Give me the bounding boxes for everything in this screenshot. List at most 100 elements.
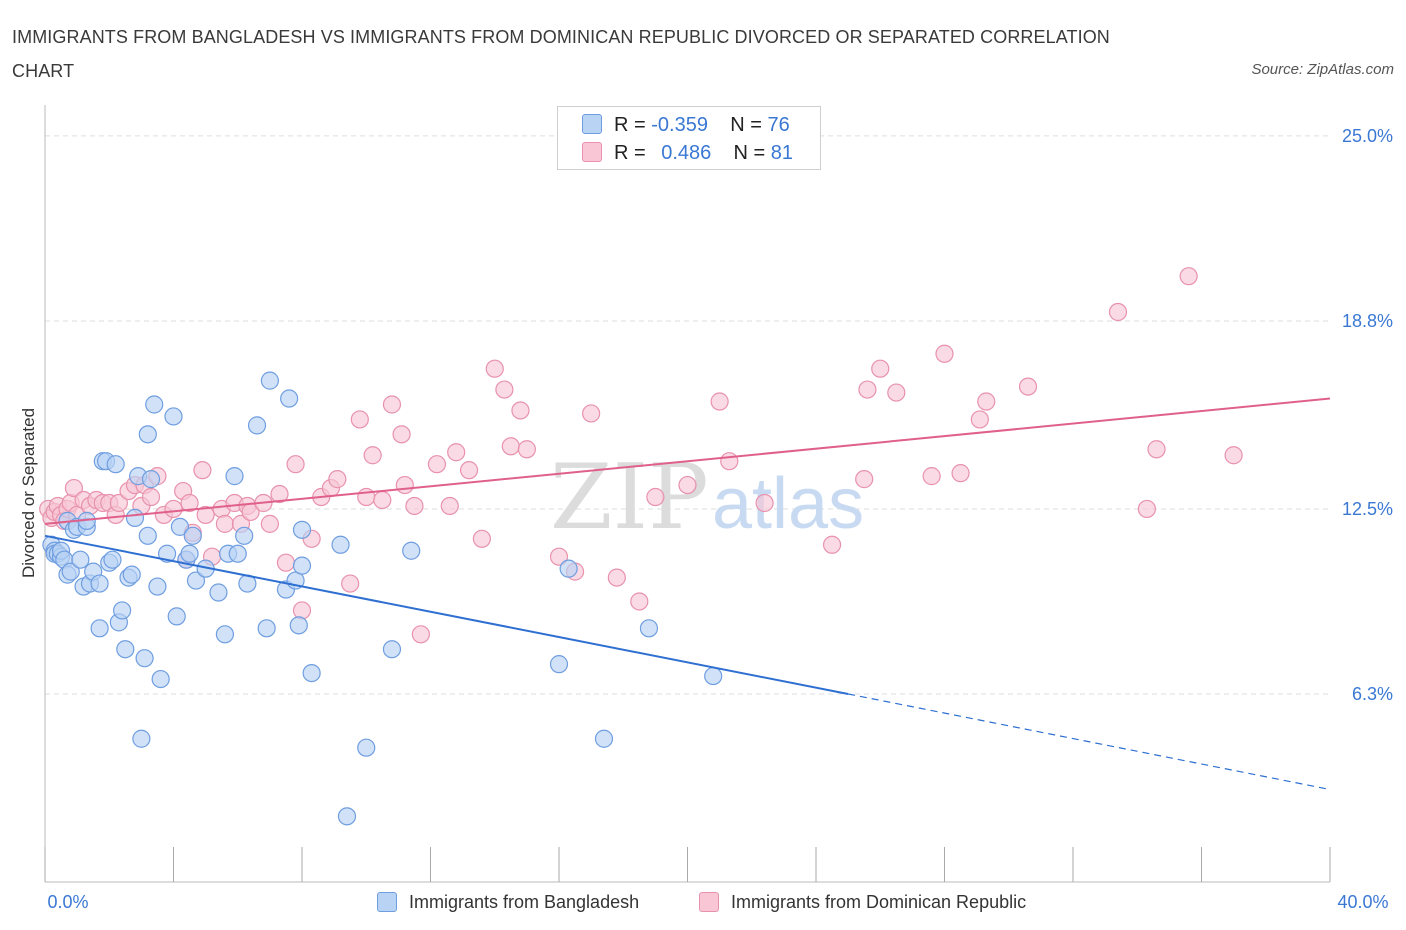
dominican-republic-point bbox=[270, 484, 289, 504]
dominican-republic-point bbox=[517, 440, 536, 459]
legend-label: Immigrants from Dominican Republic bbox=[731, 892, 1027, 912]
dominican-republic-point bbox=[501, 437, 520, 456]
dominican-republic-point bbox=[286, 455, 305, 474]
bangladesh-point bbox=[594, 729, 614, 748]
dominican-republic-point bbox=[582, 404, 601, 423]
bangladesh-point bbox=[122, 565, 141, 584]
bangladesh-point bbox=[260, 371, 279, 390]
dominican-republic-point bbox=[350, 410, 369, 429]
r-label: R = bbox=[614, 142, 646, 164]
y-tick-label: 18.8% bbox=[1342, 311, 1393, 331]
dominican-republic-point bbox=[395, 475, 414, 495]
bangladesh-point bbox=[180, 544, 199, 563]
pink-swatch-icon bbox=[699, 892, 719, 912]
bangladesh-point bbox=[549, 655, 569, 674]
dominican-republic-point bbox=[180, 493, 199, 513]
dominican-republic-point bbox=[977, 392, 996, 411]
dominican-republic-point bbox=[459, 461, 479, 480]
dominican-republic-point bbox=[549, 547, 569, 566]
bangladesh-point bbox=[164, 407, 183, 426]
bangladesh-point bbox=[382, 640, 402, 659]
chart-title: IMMIGRANTS FROM BANGLADESH VS IMMIGRANTS… bbox=[12, 27, 1110, 81]
bangladesh-point bbox=[103, 550, 122, 569]
trend-lines bbox=[44, 397, 1331, 791]
dominican-republic-point bbox=[1108, 302, 1128, 322]
dominican-republic-point bbox=[630, 592, 649, 611]
legend-item-bangladesh[interactable]: Immigrants from Bangladesh bbox=[377, 889, 639, 915]
dominican-republic-point bbox=[440, 496, 459, 516]
dominican-republic-point bbox=[363, 446, 382, 465]
bangladesh-point bbox=[186, 571, 206, 590]
dominican-republic-point bbox=[646, 487, 665, 507]
bangladesh-trend-line bbox=[44, 534, 849, 695]
dominican-republic-point bbox=[970, 410, 989, 429]
bangladesh-point bbox=[247, 416, 267, 435]
bangladesh-point bbox=[141, 470, 161, 489]
correlation-legend: R = -0.359 N = 76 R = 0.486 N = 81 bbox=[557, 106, 821, 170]
dominican-republic-point bbox=[260, 514, 279, 533]
bangladesh-point bbox=[280, 389, 299, 408]
dominican-republic-point bbox=[215, 514, 234, 533]
dominican-republic-point bbox=[447, 443, 466, 462]
bangladesh-point bbox=[116, 640, 135, 659]
dominican-republic-point bbox=[141, 487, 161, 507]
dominican-republic-point bbox=[755, 493, 774, 513]
bangladesh-point bbox=[167, 607, 186, 626]
legend-item-dominican-republic[interactable]: Immigrants from Dominican Republic bbox=[699, 889, 1026, 915]
bangladesh-point bbox=[183, 526, 202, 545]
dominican-republic-point bbox=[951, 464, 970, 483]
legend-row-bangladesh: R = -0.359 N = 76 bbox=[582, 111, 790, 139]
dominican-republic-point bbox=[1018, 377, 1038, 396]
blue-swatch-icon bbox=[377, 892, 397, 912]
bangladesh-point bbox=[61, 562, 80, 581]
dominican-republic-point bbox=[196, 505, 215, 525]
bangladesh-point bbox=[90, 619, 109, 638]
bangladesh-point bbox=[157, 544, 177, 563]
bangladesh-point bbox=[337, 807, 357, 826]
pink-swatch-icon bbox=[582, 142, 602, 162]
n-label: N = bbox=[730, 114, 762, 136]
bangladesh-point bbox=[125, 508, 145, 528]
legend-row-dominican-republic: R = 0.486 N = 81 bbox=[582, 139, 793, 167]
axes-layer: 6.3% 12.5% 18.8% 25.0% 0.0% 40.0% bbox=[44, 105, 1393, 912]
dominican-republic-point bbox=[495, 380, 514, 399]
dominican-republic-point bbox=[193, 461, 212, 480]
r-value: 0.486 bbox=[661, 142, 712, 164]
y-tick-label: 12.5% bbox=[1342, 499, 1393, 519]
bangladesh-point bbox=[235, 526, 254, 545]
dominican-republic-point bbox=[405, 496, 424, 516]
bangladesh-point bbox=[292, 520, 312, 539]
dominican-republic-point bbox=[922, 467, 941, 486]
bangladesh-trend-extension bbox=[848, 693, 1331, 791]
dominican-republic-point bbox=[328, 470, 347, 489]
dominican-republic-point bbox=[855, 470, 874, 489]
bangladesh-point bbox=[289, 616, 308, 635]
dominican-republic-point bbox=[1224, 446, 1243, 465]
y-axis-label: Divorced or Separated bbox=[19, 408, 38, 578]
bangladesh-point bbox=[292, 556, 312, 575]
bangladesh-point bbox=[170, 517, 190, 536]
dominican-republic-point bbox=[472, 529, 491, 548]
dominican-republic-point bbox=[1137, 499, 1156, 519]
bangladesh-point bbox=[90, 574, 109, 593]
bangladesh-point bbox=[704, 666, 723, 686]
source-label: Source: ZipAtlas.com bbox=[1251, 61, 1394, 78]
bangladesh-point bbox=[639, 619, 659, 638]
bangladesh-point bbox=[135, 649, 154, 668]
series-legend: Immigrants from Bangladesh Immigrants fr… bbox=[0, 889, 1406, 917]
dominican-republic-point bbox=[710, 392, 729, 411]
grid-layer bbox=[45, 135, 1330, 695]
bangladesh-point bbox=[302, 663, 321, 683]
dominican-republic-point bbox=[858, 380, 877, 399]
dominican-republic-point bbox=[382, 395, 402, 414]
bangladesh-point bbox=[225, 467, 244, 486]
blue-swatch-icon bbox=[582, 114, 602, 134]
bangladesh-point bbox=[331, 535, 350, 554]
dominican-republic-point bbox=[678, 475, 697, 495]
dominican-republic-point bbox=[935, 344, 954, 363]
bangladesh-point bbox=[112, 601, 132, 620]
watermark: ZIP atlas bbox=[550, 445, 864, 550]
dominican-republic-point bbox=[411, 625, 430, 644]
y-tick-label: 6.3% bbox=[1352, 684, 1393, 704]
